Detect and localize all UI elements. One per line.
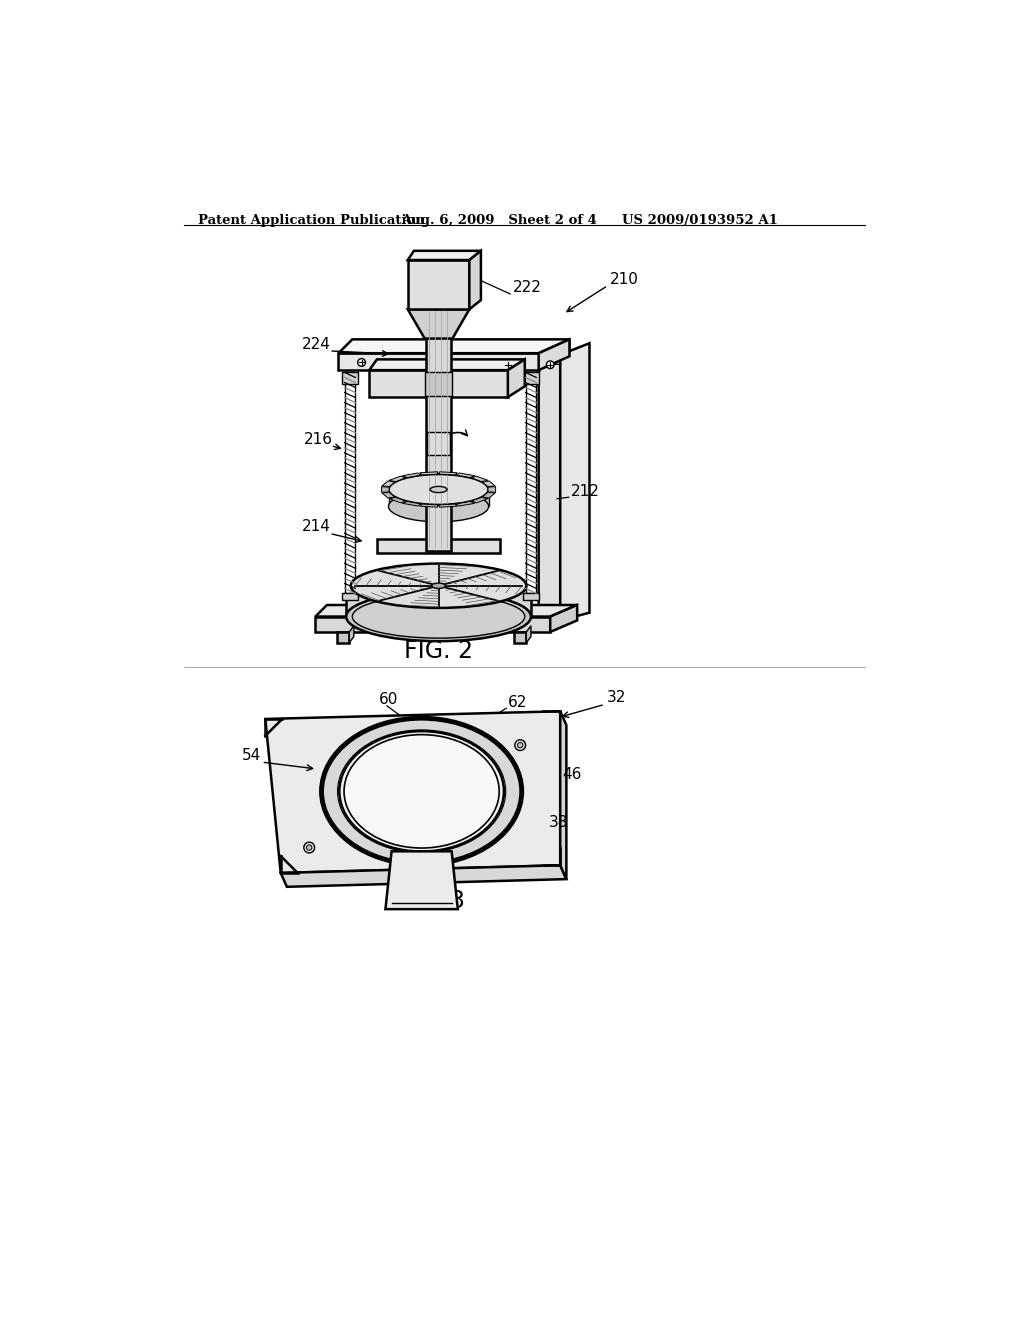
Polygon shape [508, 359, 524, 397]
Polygon shape [402, 473, 421, 478]
Polygon shape [408, 251, 481, 260]
Text: 46: 46 [562, 767, 582, 781]
Text: 216: 216 [304, 432, 333, 447]
Text: 222: 222 [513, 280, 542, 296]
Ellipse shape [388, 491, 488, 521]
Polygon shape [560, 711, 566, 879]
Text: US 2009/0193952 A1: US 2009/0193952 A1 [622, 214, 777, 227]
Polygon shape [339, 341, 569, 355]
Polygon shape [315, 605, 578, 616]
Ellipse shape [388, 474, 488, 504]
Ellipse shape [346, 591, 531, 642]
Circle shape [306, 845, 312, 850]
Bar [525, 372, 537, 594]
Polygon shape [560, 343, 590, 620]
Bar [425, 372, 453, 396]
Polygon shape [550, 605, 578, 632]
Polygon shape [539, 341, 569, 620]
Circle shape [504, 360, 512, 368]
Text: 54: 54 [243, 747, 261, 763]
Circle shape [304, 842, 314, 853]
Polygon shape [370, 359, 524, 370]
Polygon shape [385, 851, 458, 909]
Polygon shape [457, 473, 475, 478]
Text: 62: 62 [508, 694, 527, 710]
Polygon shape [281, 866, 566, 887]
Polygon shape [339, 339, 569, 354]
Bar [345, 372, 355, 594]
Ellipse shape [430, 486, 447, 492]
Text: 212: 212 [571, 483, 600, 499]
Text: 32: 32 [606, 690, 626, 705]
Text: 60: 60 [379, 692, 398, 708]
Text: 214: 214 [301, 519, 331, 535]
Polygon shape [382, 487, 389, 492]
Bar [377, 539, 500, 553]
Polygon shape [389, 477, 406, 482]
Polygon shape [439, 471, 458, 475]
Text: 224: 224 [301, 337, 331, 352]
Circle shape [515, 739, 525, 751]
Polygon shape [526, 626, 531, 643]
Polygon shape [382, 480, 395, 487]
Text: 210: 210 [609, 272, 638, 286]
Polygon shape [457, 502, 475, 506]
Circle shape [357, 359, 366, 367]
Bar [342, 372, 357, 384]
Polygon shape [488, 487, 496, 492]
Bar [315, 616, 550, 632]
Ellipse shape [344, 735, 499, 847]
Text: 38: 38 [549, 816, 568, 830]
Text: 58: 58 [422, 841, 441, 855]
Circle shape [547, 360, 554, 368]
Bar [523, 594, 539, 599]
Ellipse shape [352, 595, 524, 638]
Text: FIG. 2: FIG. 2 [404, 639, 473, 663]
Bar [408, 260, 469, 309]
Polygon shape [439, 504, 458, 507]
Polygon shape [408, 309, 469, 339]
Polygon shape [382, 492, 395, 498]
Polygon shape [420, 504, 437, 507]
Polygon shape [539, 339, 569, 370]
Circle shape [517, 742, 523, 748]
Bar [342, 594, 357, 599]
Ellipse shape [351, 564, 526, 609]
Text: Aug. 6, 2009   Sheet 2 of 4: Aug. 6, 2009 Sheet 2 of 4 [401, 214, 597, 227]
Polygon shape [389, 498, 406, 503]
Polygon shape [402, 502, 421, 506]
Polygon shape [471, 477, 488, 482]
Text: FIG. 3: FIG. 3 [396, 890, 465, 913]
Polygon shape [469, 251, 481, 309]
Bar [427, 432, 451, 455]
Ellipse shape [432, 583, 445, 589]
Polygon shape [482, 480, 496, 487]
Polygon shape [471, 498, 488, 503]
Polygon shape [482, 492, 496, 498]
Bar [337, 632, 349, 643]
Ellipse shape [322, 718, 521, 865]
Bar [514, 632, 526, 643]
Bar [426, 292, 451, 552]
Polygon shape [420, 471, 437, 475]
Bar [339, 354, 539, 370]
Bar [523, 372, 539, 384]
Ellipse shape [340, 731, 504, 851]
Polygon shape [349, 626, 354, 643]
Bar [370, 370, 508, 397]
Text: 212: 212 [535, 354, 563, 368]
Bar [388, 490, 488, 507]
Text: Patent Application Publication: Patent Application Publication [199, 214, 425, 227]
Polygon shape [265, 711, 560, 873]
Bar [346, 586, 531, 616]
